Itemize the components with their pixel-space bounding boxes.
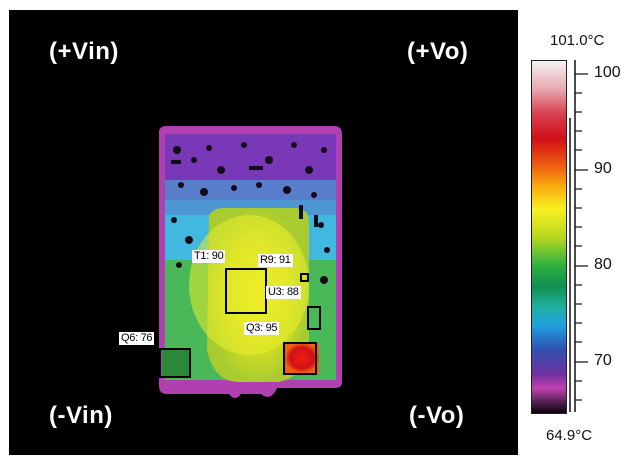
thermal-board-graphic [159,126,342,398]
q3-marker-box [283,342,317,375]
r9-marker-box [300,273,309,282]
u3-marker-label: U3: 88 [266,286,301,299]
vin-plus-label: (+Vin) [49,38,119,65]
vin-minus-label: (-Vin) [49,402,113,429]
tick-label-100: 100 [594,64,621,81]
q6-marker-box [159,348,191,378]
scale-max-label: 101.0°C [550,32,605,49]
tick-label-90: 90 [594,160,612,177]
t1-marker-box [225,268,267,314]
tick-label-80: 80 [594,256,612,273]
u3-marker-box [307,306,321,330]
scale-min-label: 64.9°C [546,427,593,444]
q3-marker-label: Q3: 95 [244,322,280,335]
color-scale-bar [531,60,567,414]
temperature-scale: 101.0°C [518,0,625,457]
vo-minus-label: (-Vo) [409,402,465,429]
tick-label-70: 70 [594,352,612,369]
scale-ticks [569,60,588,412]
vo-plus-label: (+Vo) [407,38,469,65]
thermal-image: (+Vin) (+Vo) (-Vin) (-Vo) T1: 90 R9: 91 … [9,10,518,455]
q6-marker-label: Q6: 76 [119,332,155,345]
r9-marker-label: R9: 91 [258,254,293,267]
t1-marker-label: T1: 90 [192,250,226,263]
